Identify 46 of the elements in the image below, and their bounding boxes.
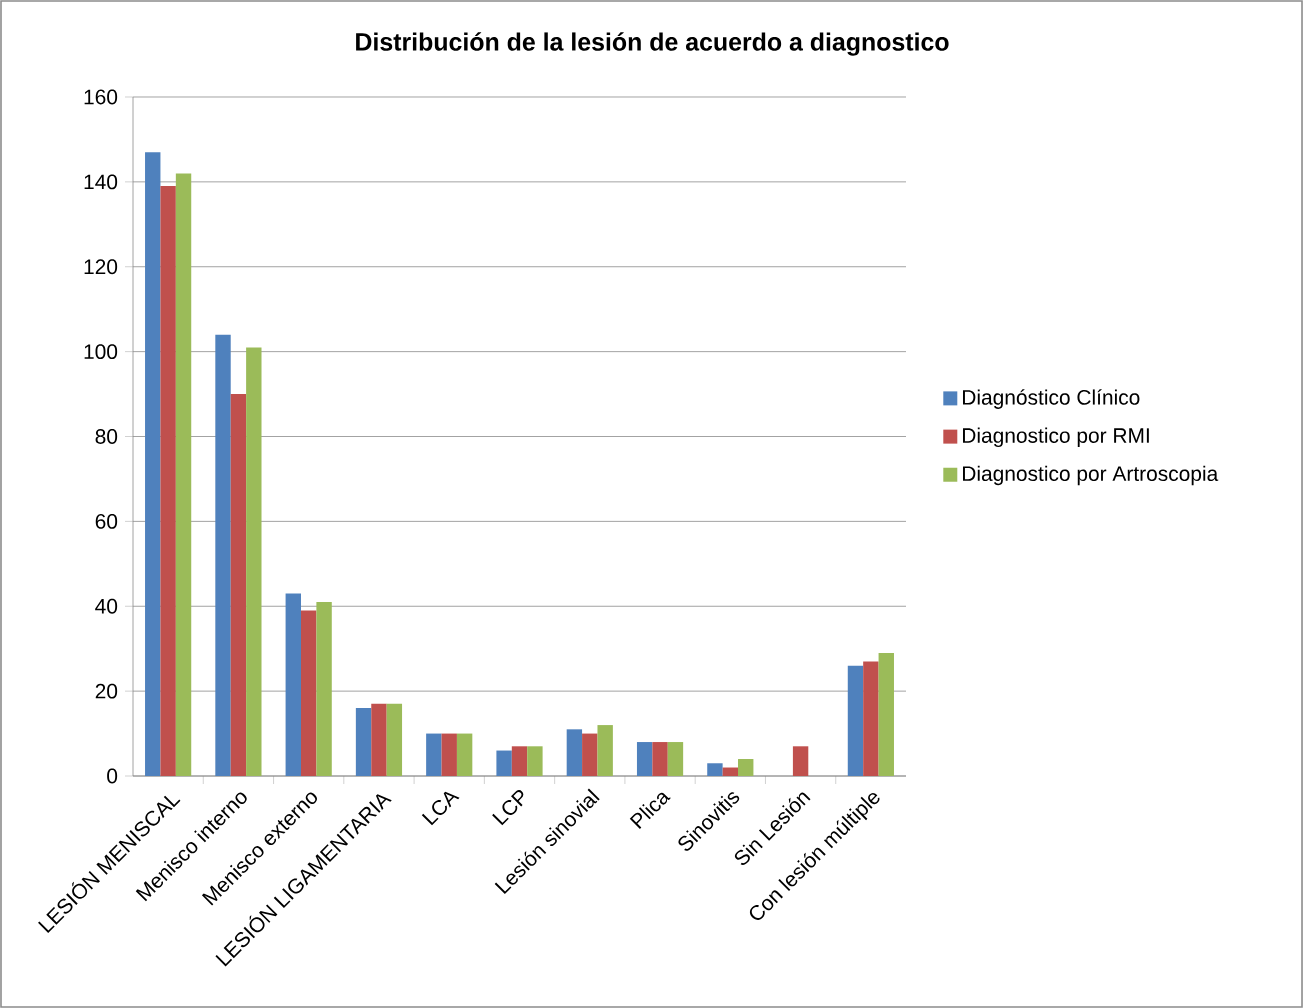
bar xyxy=(597,725,613,776)
bar xyxy=(160,186,176,776)
chart-title: Distribución de la lesión de acuerdo a diagnostico xyxy=(356,32,949,56)
bar xyxy=(300,610,317,776)
bar xyxy=(145,152,161,776)
legend-label: Diagnostico por Artroscopia xyxy=(963,465,1219,486)
bar xyxy=(652,742,668,776)
bar xyxy=(847,665,864,776)
bar xyxy=(707,763,723,776)
bar xyxy=(792,746,809,776)
bar xyxy=(316,602,332,776)
y-tick-label: 140 xyxy=(84,174,118,190)
bar xyxy=(386,703,403,776)
bar xyxy=(175,173,192,776)
bar xyxy=(863,661,879,776)
bar xyxy=(456,733,473,776)
bar xyxy=(667,742,684,776)
y-tick-label: 40 xyxy=(95,598,118,614)
y-tick-label: 60 xyxy=(95,513,118,529)
y-tick-label: 160 xyxy=(84,89,118,105)
x-tick-label: LCP xyxy=(492,790,524,826)
bar xyxy=(878,652,894,776)
y-tick-label: 20 xyxy=(95,683,118,699)
bar xyxy=(511,746,528,776)
bar xyxy=(215,334,231,776)
bar xyxy=(230,394,247,776)
bar xyxy=(285,593,301,776)
legend-label: Diagnóstico Clínico xyxy=(963,389,1140,409)
bar xyxy=(636,742,653,776)
bar xyxy=(496,750,512,776)
y-tick-label: 100 xyxy=(84,344,118,360)
bar xyxy=(738,759,754,776)
legend-label: Diagnostico por RMI xyxy=(963,427,1149,448)
bar xyxy=(527,746,543,776)
bar xyxy=(582,733,598,776)
y-tick-label: 0 xyxy=(107,768,118,784)
bar xyxy=(566,729,583,776)
bar xyxy=(426,733,442,776)
bar xyxy=(441,733,457,776)
y-tick-label: 80 xyxy=(95,429,118,444)
x-tick-label: LCA xyxy=(421,791,460,826)
bar xyxy=(722,767,739,776)
bar xyxy=(355,708,372,776)
y-tick-label: 120 xyxy=(84,259,118,275)
bar xyxy=(371,703,387,776)
bar xyxy=(246,347,262,776)
